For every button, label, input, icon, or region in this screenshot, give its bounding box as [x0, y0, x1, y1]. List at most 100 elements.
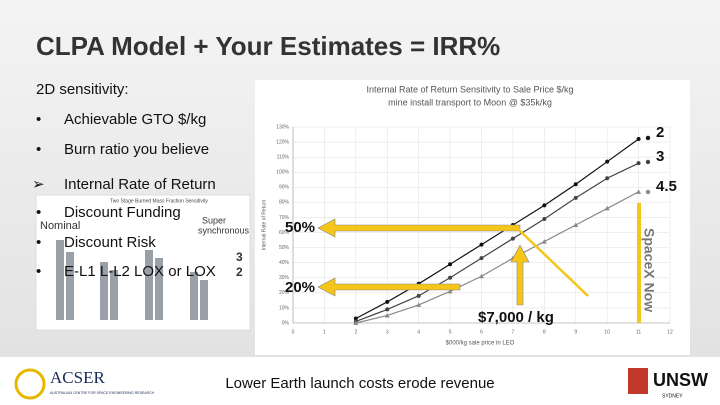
legend-marker	[645, 159, 651, 165]
x-tick-label: 4	[417, 329, 420, 335]
bullet-dot: •	[36, 234, 41, 251]
y-tick-label: 40%	[279, 260, 290, 266]
inset-label: Nominal	[40, 220, 80, 232]
y-tick-label: 90%	[279, 185, 290, 191]
caption: Lower Earth launch costs erode revenue	[225, 375, 494, 392]
overlay-bracket	[637, 203, 641, 323]
y-tick-label: 0%	[282, 320, 290, 326]
data-point	[479, 242, 484, 247]
y-tick-label: 130%	[276, 124, 289, 130]
data-point	[416, 302, 422, 307]
chart-title: Internal Rate of Return Sensitivity to S…	[366, 84, 573, 94]
data-point	[510, 236, 515, 241]
legend-label: 2	[656, 124, 664, 141]
legend-marker	[645, 135, 651, 141]
series-line	[355, 191, 639, 324]
bullet-dot: •	[36, 204, 41, 221]
slide-title: CLPA Model + Your Estimates = IRR%	[36, 31, 500, 61]
inset-title: Two Stage Burned Mass Fraction Sensitivi…	[110, 198, 208, 204]
sub-bullet: Discount Risk	[64, 234, 156, 251]
logo-subtext: AUSTRALIAN CENTRE FOR SPACE ENGINEERING …	[50, 391, 155, 395]
bullet-dot: •	[36, 141, 41, 158]
data-point	[447, 288, 453, 294]
arrow-bullet: ➢	[32, 176, 45, 193]
sub-bullet: E-L1 L-L2 LOX or LOX	[64, 263, 216, 280]
data-point	[479, 273, 484, 279]
data-point	[542, 203, 547, 208]
y-tick-label: 50%	[279, 245, 290, 251]
data-point	[541, 239, 547, 244]
data-point	[573, 182, 578, 187]
data-point	[605, 176, 610, 181]
data-point	[448, 262, 453, 267]
x-tick-label: 6	[480, 329, 483, 335]
data-point	[573, 195, 578, 200]
bullet: Burn ratio you believe	[64, 141, 209, 158]
legend-label: 3	[656, 148, 664, 165]
y-tick-label: 30%	[279, 275, 290, 281]
bullet-dot: •	[36, 111, 41, 128]
series-line	[355, 138, 639, 320]
inset-bars	[56, 240, 208, 320]
x-tick-label: 3	[386, 329, 389, 335]
logo-crest	[628, 368, 648, 394]
footer-band	[0, 357, 720, 405]
x-tick-label: 7	[512, 329, 515, 335]
logo-text: UNSW	[653, 370, 708, 390]
chart: Internal Rate of Return Sensitivity to S…	[261, 84, 673, 346]
legend-label: 4.5	[656, 178, 677, 195]
y-tick-label: 120%	[276, 139, 289, 145]
bullet: Internal Rate of Return	[64, 176, 216, 193]
logo-text: ACSER	[50, 368, 105, 387]
subtitle: 2D sensitivity:	[36, 81, 129, 98]
legend-marker	[645, 189, 651, 195]
x-tick-label: 8	[543, 329, 546, 335]
x-tick-label: 5	[449, 329, 452, 335]
x-tick-label: 11	[636, 329, 641, 335]
x-tick-label: 2	[354, 329, 357, 335]
data-point	[384, 312, 390, 318]
data-point	[636, 137, 641, 142]
callout: 20%	[285, 279, 315, 296]
data-point	[542, 216, 547, 221]
y-tick-label: 20%	[279, 290, 290, 296]
callout: $7,000 / kg	[478, 309, 554, 326]
data-point	[573, 222, 579, 227]
y-tick-label: 70%	[279, 215, 290, 221]
side-label: SpaceX Now	[641, 228, 657, 312]
overlay-line	[517, 228, 589, 297]
series-line	[355, 162, 639, 323]
bullet: Achievable GTO $/kg	[64, 111, 206, 128]
overlay-arrows	[317, 218, 530, 306]
x-tick-label: 12	[667, 329, 673, 335]
x-tick-label: 10	[604, 329, 610, 335]
data-point	[604, 205, 610, 211]
chart-subtitle: mine install transport to Moon @ $35k/kg	[388, 97, 552, 107]
y-tick-label: 10%	[279, 305, 290, 311]
inset-label: 3	[236, 250, 243, 264]
logo-mark	[14, 368, 46, 400]
data-point	[353, 316, 358, 321]
data-point	[605, 159, 610, 164]
data-point	[416, 293, 421, 298]
logo-subtext: SYDNEY	[662, 393, 683, 399]
data-point	[385, 307, 390, 312]
y-tick-label: 80%	[279, 200, 290, 206]
inset-label: Super	[202, 215, 226, 225]
y-axis-label: Internal Rate of Return	[261, 199, 267, 250]
data-point	[353, 320, 359, 325]
y-tick-label: 60%	[279, 230, 290, 236]
bullet-dot: •	[36, 263, 41, 280]
x-tick-label: 9	[574, 329, 577, 335]
inset-label: 2	[236, 265, 243, 279]
y-tick-label: 110%	[277, 154, 290, 160]
callout: 50%	[285, 219, 315, 236]
x-tick-label: 1	[323, 329, 326, 335]
data-point	[479, 256, 484, 261]
inset-label: synchronous	[198, 225, 250, 235]
x-axis-label: $000/kg sale price in LEO	[446, 341, 515, 347]
y-tick-label: 100%	[276, 170, 289, 176]
data-point	[448, 275, 453, 280]
x-tick-label: 0	[292, 329, 295, 335]
